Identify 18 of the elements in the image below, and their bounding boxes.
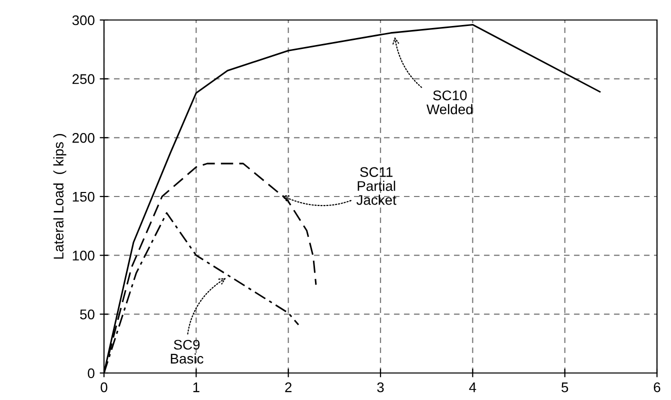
annotation: SC9 Basic <box>170 340 204 364</box>
y-tick-label: 150 <box>72 192 94 202</box>
y-tick-label: 0 <box>88 368 94 378</box>
annotation: SC10 Welded <box>426 90 472 114</box>
x-tick-label: 0 <box>100 382 108 392</box>
y-tick-label: 50 <box>80 310 94 320</box>
y-tick-label: 300 <box>72 15 94 26</box>
x-tick-label: 2 <box>285 382 292 392</box>
x-tick-label: 1 <box>193 382 200 392</box>
y-tick-label: 250 <box>72 74 94 84</box>
x-tick-label: 5 <box>562 382 568 392</box>
y-tick-label: 100 <box>72 250 94 261</box>
y-axis-title: Lateral Load ( kips ) <box>53 134 66 259</box>
x-tick-label: 4 <box>469 382 476 392</box>
x-tick-label: 3 <box>377 382 384 392</box>
y-tick-label: 200 <box>72 133 94 143</box>
annotation: SC11 Partial Jacket <box>356 167 396 205</box>
x-tick-label: 6 <box>654 382 660 392</box>
